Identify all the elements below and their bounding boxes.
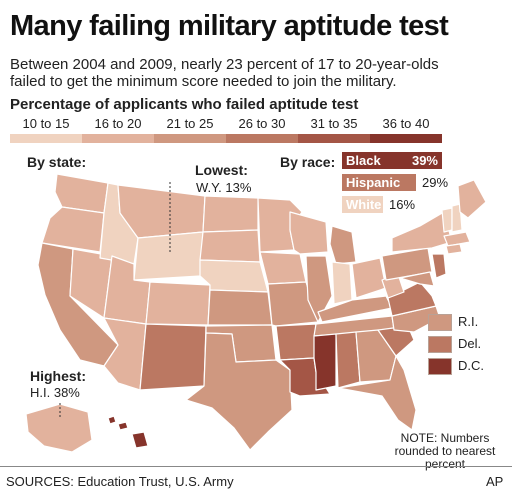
footer-rule bbox=[0, 466, 512, 467]
note-line-1: NOTE: Numbers bbox=[400, 431, 490, 445]
race-bar-label: Hispanic bbox=[346, 175, 401, 190]
legend-bin-label: 36 to 40 bbox=[382, 116, 430, 131]
race-bar: Hispanic bbox=[342, 174, 416, 191]
small-state-swatch-dc bbox=[428, 358, 452, 375]
state-me bbox=[457, 179, 487, 219]
state-oh bbox=[351, 257, 387, 299]
race-bar-label: Black bbox=[346, 153, 381, 168]
legend-bin-label: 31 to 35 bbox=[310, 116, 358, 131]
legend-bin-label: 16 to 20 bbox=[94, 116, 142, 131]
legend-swatch bbox=[226, 134, 298, 143]
legend-bin-label: 21 to 25 bbox=[166, 116, 214, 131]
state-hi-2 bbox=[117, 421, 129, 431]
state-wy bbox=[133, 231, 204, 281]
highest-callout-head: Highest: bbox=[30, 368, 86, 384]
race-bar-value: 39% bbox=[411, 153, 438, 168]
state-pa bbox=[381, 247, 433, 281]
small-states-legend: R.I. Del. D.C. bbox=[428, 314, 508, 384]
lowest-callout-head: Lowest: bbox=[195, 162, 248, 178]
state-ak bbox=[25, 403, 93, 453]
legend-swatch bbox=[10, 134, 82, 143]
chart-title: Many failing military aptitude test bbox=[10, 10, 449, 42]
state-ma bbox=[443, 231, 471, 247]
state-ks bbox=[207, 289, 273, 326]
state-sd bbox=[199, 229, 261, 263]
state-or bbox=[41, 206, 105, 253]
highest-callout-value: H.I. 38% bbox=[30, 385, 80, 400]
by-race-label: By race: bbox=[280, 154, 336, 170]
legend-swatch bbox=[370, 134, 442, 143]
note-line-2: rounded to nearest percent bbox=[394, 444, 496, 471]
state-mi bbox=[329, 225, 357, 265]
legend-swatch bbox=[298, 134, 370, 143]
subtitle-line-2: failed to get the minimum score needed t… bbox=[10, 73, 397, 90]
state-fl bbox=[337, 355, 417, 431]
state-mo bbox=[267, 281, 319, 327]
small-state-swatch-del bbox=[428, 336, 452, 353]
state-ne bbox=[199, 259, 269, 293]
state-nm bbox=[139, 323, 207, 391]
credit: AP bbox=[486, 474, 504, 489]
small-state-label-ri: R.I. bbox=[458, 314, 479, 329]
state-ct bbox=[445, 243, 463, 255]
race-bar-chart: Black 39% Hispanic 29% White 16% bbox=[342, 152, 502, 216]
race-bar: Black 39% bbox=[342, 152, 442, 169]
legend: 10 to 15 16 to 20 21 to 25 26 to 30 31 t… bbox=[10, 116, 443, 146]
small-state-swatch-ri bbox=[428, 314, 452, 331]
state-in bbox=[331, 261, 353, 305]
state-tx bbox=[185, 332, 293, 451]
race-bar-value: 16% bbox=[389, 197, 416, 212]
legend-swatch bbox=[82, 134, 154, 143]
state-ar bbox=[275, 323, 317, 361]
small-state-label-dc: D.C. bbox=[458, 358, 484, 373]
state-co bbox=[145, 281, 211, 326]
legend-bin-label: 26 to 30 bbox=[238, 116, 286, 131]
by-state-label: By state: bbox=[27, 154, 87, 170]
subtitle-line-1: Between 2004 and 2009, nearly 23 percent… bbox=[10, 56, 439, 73]
state-ms bbox=[313, 333, 337, 391]
legend-title: Percentage of applicants who failed apti… bbox=[10, 96, 359, 113]
race-bar: White bbox=[342, 196, 383, 213]
state-wi bbox=[289, 211, 329, 255]
race-bar-label: White bbox=[346, 197, 382, 212]
lowest-callout-value: W.Y. 13% bbox=[196, 180, 252, 195]
state-nd bbox=[202, 195, 259, 233]
legend-bin-label: 10 to 15 bbox=[22, 116, 70, 131]
sources: SOURCES: Education Trust, U.S. Army bbox=[6, 474, 234, 489]
note: NOTE: Numbers rounded to nearest percent bbox=[385, 432, 505, 471]
legend-swatch bbox=[154, 134, 226, 143]
state-md bbox=[399, 271, 435, 287]
state-va bbox=[387, 281, 437, 317]
state-nj bbox=[431, 253, 447, 279]
state-hi-1 bbox=[107, 415, 117, 425]
state-hi-3 bbox=[131, 431, 149, 449]
race-bar-value: 29% bbox=[422, 175, 449, 190]
state-ia bbox=[259, 251, 307, 285]
small-state-label-del: Del. bbox=[458, 336, 482, 351]
